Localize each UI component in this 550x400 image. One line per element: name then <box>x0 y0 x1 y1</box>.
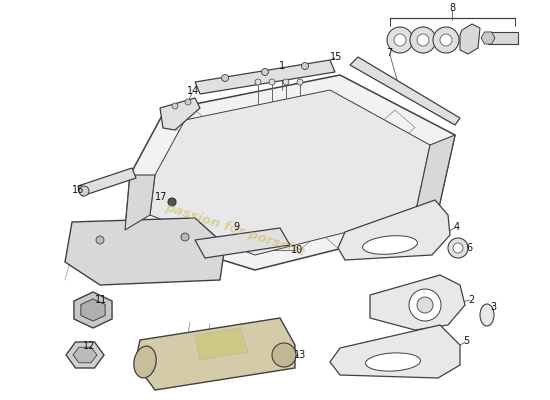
Circle shape <box>297 79 303 85</box>
Text: 14: 14 <box>186 86 199 96</box>
Text: 9: 9 <box>233 222 240 232</box>
Ellipse shape <box>362 236 417 254</box>
Polygon shape <box>78 168 136 196</box>
Circle shape <box>387 27 413 53</box>
Circle shape <box>261 68 268 76</box>
Text: 17: 17 <box>156 192 168 202</box>
Polygon shape <box>81 299 105 321</box>
Text: 13: 13 <box>294 350 306 360</box>
Circle shape <box>272 343 296 367</box>
Text: 6: 6 <box>467 243 473 253</box>
Polygon shape <box>330 325 460 378</box>
Polygon shape <box>195 228 290 258</box>
Circle shape <box>185 99 191 105</box>
Polygon shape <box>195 328 248 360</box>
Ellipse shape <box>480 304 494 326</box>
Ellipse shape <box>134 346 156 378</box>
Polygon shape <box>338 200 450 260</box>
Polygon shape <box>481 32 495 44</box>
Polygon shape <box>195 60 335 94</box>
Polygon shape <box>160 98 200 130</box>
Circle shape <box>96 236 104 244</box>
Circle shape <box>394 34 406 46</box>
Polygon shape <box>125 175 155 230</box>
Circle shape <box>417 34 429 46</box>
Polygon shape <box>125 75 455 270</box>
Text: 3: 3 <box>490 302 496 312</box>
Polygon shape <box>370 275 465 330</box>
Text: 2: 2 <box>469 294 475 304</box>
Polygon shape <box>66 342 104 368</box>
Circle shape <box>79 186 89 196</box>
Circle shape <box>440 34 452 46</box>
Circle shape <box>172 103 178 109</box>
Text: 16: 16 <box>72 185 84 195</box>
Text: 1: 1 <box>279 61 285 71</box>
Circle shape <box>417 297 433 313</box>
Circle shape <box>410 27 436 53</box>
Circle shape <box>433 27 459 53</box>
Text: 10: 10 <box>290 245 303 255</box>
Circle shape <box>448 238 468 258</box>
Circle shape <box>283 79 289 85</box>
Circle shape <box>453 243 463 253</box>
Polygon shape <box>488 32 518 44</box>
Text: 12: 12 <box>82 341 95 351</box>
Polygon shape <box>73 347 97 363</box>
Polygon shape <box>150 90 430 255</box>
Text: 4: 4 <box>454 222 460 232</box>
Circle shape <box>269 79 275 85</box>
Text: 11: 11 <box>95 296 107 306</box>
Circle shape <box>301 62 309 70</box>
Text: 15: 15 <box>331 52 343 62</box>
Circle shape <box>222 74 228 82</box>
Text: 7: 7 <box>387 48 393 58</box>
Polygon shape <box>415 135 455 225</box>
Circle shape <box>409 289 441 321</box>
Polygon shape <box>74 292 112 328</box>
Polygon shape <box>460 24 480 54</box>
Polygon shape <box>65 218 225 285</box>
Text: 5: 5 <box>464 336 470 346</box>
Circle shape <box>168 198 176 206</box>
Text: passion for porsche: passion for porsche <box>163 201 307 259</box>
Polygon shape <box>350 57 460 125</box>
Text: 8: 8 <box>449 3 455 13</box>
Circle shape <box>181 233 189 241</box>
Ellipse shape <box>366 353 420 371</box>
Circle shape <box>255 79 261 85</box>
Polygon shape <box>135 318 295 390</box>
